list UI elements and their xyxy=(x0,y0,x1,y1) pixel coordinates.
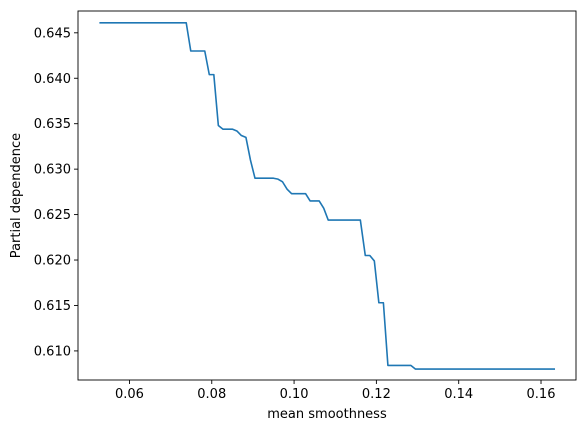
y-tick-label: 0.640 xyxy=(34,72,71,87)
y-tick-label: 0.630 xyxy=(34,163,71,178)
x-axis-ticks: 0.06 0.08 0.10 0.12 0.14 0.16 xyxy=(115,380,556,402)
x-tick-label: 0.06 xyxy=(115,387,144,402)
y-tick-label: 0.625 xyxy=(34,208,71,223)
y-axis-ticks: 0.610 0.615 0.620 0.625 0.630 0.635 0.640 0.645 xyxy=(34,26,78,359)
y-tick-label: 0.610 xyxy=(34,344,71,359)
x-tick-label: 0.12 xyxy=(362,387,391,402)
x-tick-label: 0.10 xyxy=(280,387,309,402)
x-tick-label: 0.14 xyxy=(444,387,473,402)
plot-area xyxy=(78,11,576,380)
y-tick-label: 0.645 xyxy=(34,26,71,41)
x-axis-label: mean smoothness xyxy=(267,407,387,422)
y-tick-label: 0.635 xyxy=(34,117,71,132)
x-tick-label: 0.16 xyxy=(527,387,556,402)
partial-dependence-line xyxy=(99,22,556,370)
x-tick-label: 0.08 xyxy=(197,387,226,402)
plot-frame xyxy=(77,10,577,381)
y-tick-label: 0.615 xyxy=(34,299,71,314)
y-tick-label: 0.620 xyxy=(34,254,71,269)
y-axis-label: Partial dependence xyxy=(9,133,24,258)
